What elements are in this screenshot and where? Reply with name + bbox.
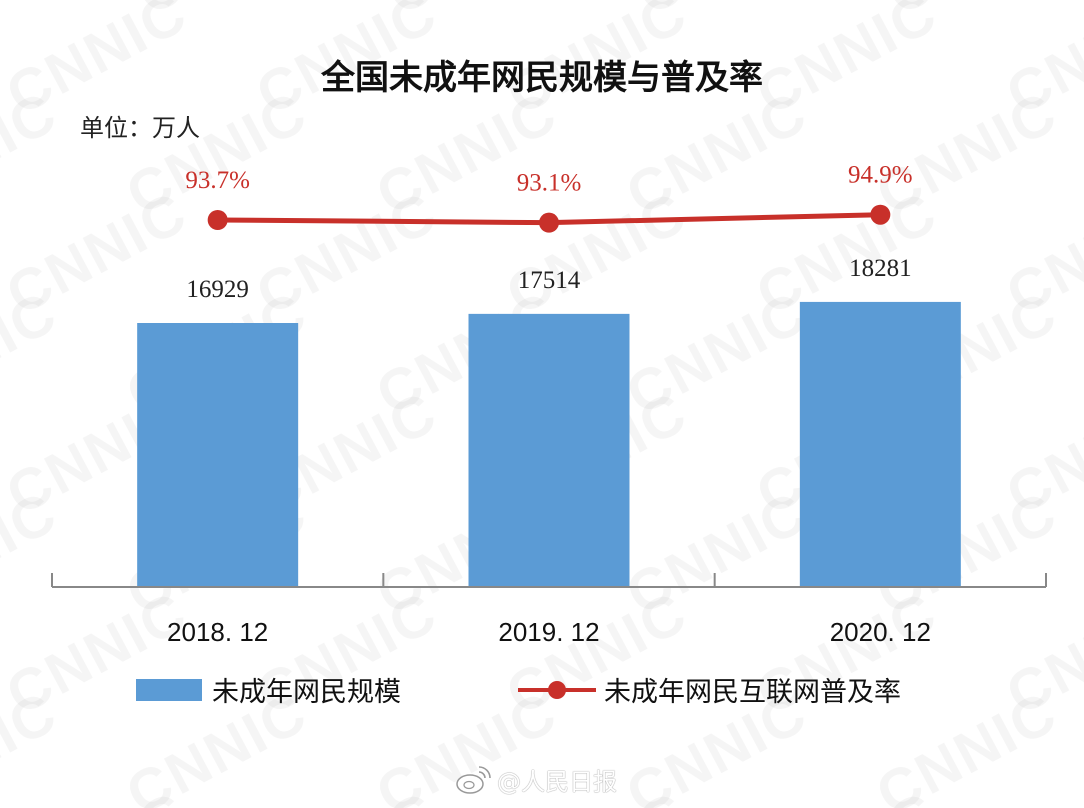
x-axis <box>51 573 1047 588</box>
rate-marker <box>207 210 228 230</box>
x-tick-label: 2020. 12 <box>830 617 931 647</box>
legend-item-bar: 未成年网民规模 <box>136 670 401 709</box>
rate-marker <box>539 212 559 233</box>
bar <box>799 301 961 587</box>
weibo-icon <box>456 765 491 794</box>
data-labels: 16929 2018. 12 93.7% 17514 2019. 12 93.1% 1828… <box>167 162 931 647</box>
bar <box>468 313 630 587</box>
line-series <box>207 204 891 233</box>
legend-bar-swatch <box>136 678 202 701</box>
rate-value-label: 94.9% <box>848 162 913 189</box>
credit-text: @人民日报 <box>497 768 617 796</box>
legend-line-label: 未成年网民互联网普及率 <box>604 677 901 708</box>
x-tick-label: 2018. 12 <box>167 617 268 647</box>
x-tick-label: 2019. 12 <box>498 617 599 647</box>
rate-value-label: 93.1% <box>517 170 582 197</box>
legend-line-swatch <box>518 679 596 701</box>
legend-item-line: 未成年网民互联网普及率 <box>518 670 901 709</box>
bar-value-label: 16929 <box>186 276 249 303</box>
legend-bar-label: 未成年网民规模 <box>212 677 401 708</box>
chart-title: 全国未成年网民规模与普及率 <box>321 58 763 98</box>
unit-label: 单位：万人 <box>80 114 200 142</box>
source-credit: @人民日报 <box>455 762 617 797</box>
bar-value-label: 18281 <box>849 255 912 282</box>
rate-marker <box>870 204 891 225</box>
bar-value-label: 17514 <box>518 267 581 294</box>
legend: 未成年网民规模 未成年网民互联网普及率 <box>0 670 1084 710</box>
bar <box>137 323 299 587</box>
rate-value-label: 93.7% <box>185 167 250 194</box>
bar-series <box>137 301 961 587</box>
